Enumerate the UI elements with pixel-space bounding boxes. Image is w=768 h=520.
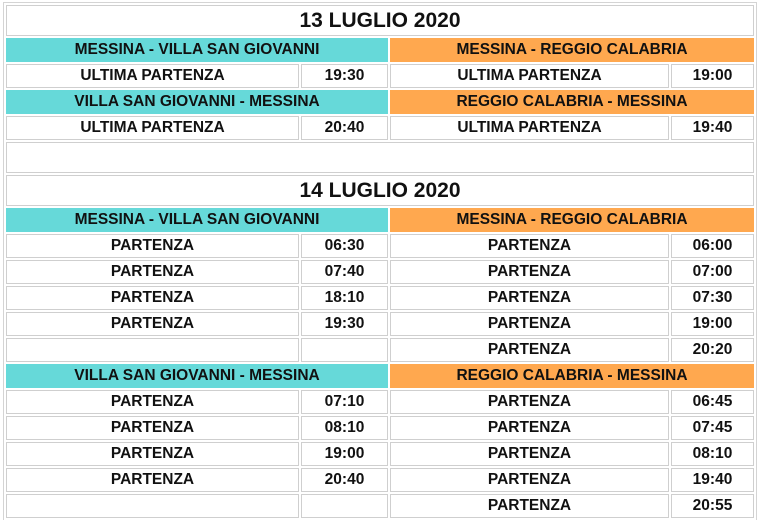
departure-label-left: PARTENZA	[6, 234, 299, 258]
departure-label-left: PARTENZA	[6, 312, 299, 336]
date-title-row: 14 LUGLIO 2020	[6, 175, 754, 206]
departure-label-left: PARTENZA	[6, 442, 299, 466]
departure-label-left: PARTENZA	[6, 468, 299, 492]
departure-row: PARTENZA 19:30 PARTENZA 19:00	[6, 312, 754, 336]
departure-row: PARTENZA 08:10 PARTENZA 07:45	[6, 416, 754, 440]
departure-label-right: PARTENZA	[390, 286, 669, 310]
departure-label-left: PARTENZA	[6, 286, 299, 310]
departure-label-left: PARTENZA	[6, 416, 299, 440]
route-header-left: MESSINA - VILLA SAN GIOVANNI	[6, 208, 388, 232]
departure-label-right: ULTIMA PARTENZA	[390, 116, 669, 140]
schedule-container: 13 LUGLIO 2020 MESSINA - VILLA SAN GIOVAN…	[3, 2, 757, 520]
departure-row: ULTIMA PARTENZA 20:40 ULTIMA PARTENZA 19:40	[6, 116, 754, 140]
departure-time-right: 19:40	[671, 116, 754, 140]
departure-time-right: 19:00	[671, 64, 754, 88]
departure-label-right: PARTENZA	[390, 234, 669, 258]
departure-row: ULTIMA PARTENZA 19:30 ULTIMA PARTENZA 19:00	[6, 64, 754, 88]
departure-time-right: 20:20	[671, 338, 754, 362]
departure-label-right: ULTIMA PARTENZA	[390, 64, 669, 88]
departure-row: PARTENZA 19:00 PARTENZA 08:10	[6, 442, 754, 466]
departure-label-right: PARTENZA	[390, 260, 669, 284]
departure-label-right: PARTENZA	[390, 494, 669, 518]
departure-time-right: 06:45	[671, 390, 754, 414]
departure-time-left: 08:10	[301, 416, 388, 440]
ferry-schedule-table: 13 LUGLIO 2020 MESSINA - VILLA SAN GIOVAN…	[4, 3, 756, 520]
route-header-row: MESSINA - VILLA SAN GIOVANNI MESSINA - RE…	[6, 38, 754, 62]
departure-time-left: 07:10	[301, 390, 388, 414]
departure-time-left	[301, 494, 388, 518]
date-title: 14 LUGLIO 2020	[6, 175, 754, 206]
departure-time-right: 06:00	[671, 234, 754, 258]
route-header-row: MESSINA - VILLA SAN GIOVANNI MESSINA - RE…	[6, 208, 754, 232]
departure-row: PARTENZA 20:40 PARTENZA 19:40	[6, 468, 754, 492]
route-header-left: VILLA SAN GIOVANNI - MESSINA	[6, 364, 388, 388]
departure-time-right: 08:10	[671, 442, 754, 466]
route-header-row: VILLA SAN GIOVANNI - MESSINA REGGIO CALAB…	[6, 364, 754, 388]
departure-label-right: PARTENZA	[390, 390, 669, 414]
departure-time-left	[301, 338, 388, 362]
date-title: 13 LUGLIO 2020	[6, 5, 754, 36]
departure-label-right: PARTENZA	[390, 468, 669, 492]
date-title-row: 13 LUGLIO 2020	[6, 5, 754, 36]
route-header-left: VILLA SAN GIOVANNI - MESSINA	[6, 90, 388, 114]
departure-time-left: 20:40	[301, 116, 388, 140]
route-header-right: MESSINA - REGGIO CALABRIA	[390, 208, 754, 232]
route-header-row: VILLA SAN GIOVANNI - MESSINA REGGIO CALAB…	[6, 90, 754, 114]
departure-row: PARTENZA 07:40 PARTENZA 07:00	[6, 260, 754, 284]
route-header-right: REGGIO CALABRIA - MESSINA	[390, 364, 754, 388]
departure-label-left: ULTIMA PARTENZA	[6, 64, 299, 88]
departure-row: PARTENZA 07:10 PARTENZA 06:45	[6, 390, 754, 414]
spacer-row	[6, 142, 754, 173]
departure-row: PARTENZA 20:20	[6, 338, 754, 362]
departure-row: PARTENZA 06:30 PARTENZA 06:00	[6, 234, 754, 258]
departure-time-left: 06:30	[301, 234, 388, 258]
route-header-right: MESSINA - REGGIO CALABRIA	[390, 38, 754, 62]
departure-label-left	[6, 338, 299, 362]
route-header-left: MESSINA - VILLA SAN GIOVANNI	[6, 38, 388, 62]
blank-cell	[6, 142, 754, 173]
departure-row: PARTENZA 20:55	[6, 494, 754, 518]
departure-row: PARTENZA 18:10 PARTENZA 07:30	[6, 286, 754, 310]
departure-time-left: 19:00	[301, 442, 388, 466]
departure-time-left: 07:40	[301, 260, 388, 284]
departure-label-right: PARTENZA	[390, 338, 669, 362]
departure-time-right: 19:00	[671, 312, 754, 336]
departure-label-left	[6, 494, 299, 518]
departure-time-right: 19:40	[671, 468, 754, 492]
departure-label-right: PARTENZA	[390, 416, 669, 440]
departure-label-right: PARTENZA	[390, 312, 669, 336]
departure-label-left: PARTENZA	[6, 260, 299, 284]
departure-time-right: 07:45	[671, 416, 754, 440]
departure-label-left: ULTIMA PARTENZA	[6, 116, 299, 140]
departure-time-left: 19:30	[301, 312, 388, 336]
departure-time-right: 20:55	[671, 494, 754, 518]
departure-time-left: 18:10	[301, 286, 388, 310]
departure-time-left: 20:40	[301, 468, 388, 492]
departure-time-left: 19:30	[301, 64, 388, 88]
route-header-right: REGGIO CALABRIA - MESSINA	[390, 90, 754, 114]
departure-time-right: 07:30	[671, 286, 754, 310]
departure-time-right: 07:00	[671, 260, 754, 284]
departure-label-left: PARTENZA	[6, 390, 299, 414]
departure-label-right: PARTENZA	[390, 442, 669, 466]
